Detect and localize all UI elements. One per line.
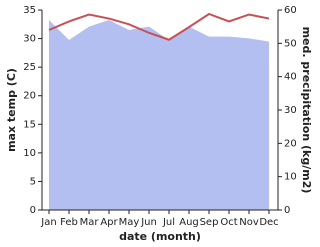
x-tick-label: Sep xyxy=(200,217,219,228)
y-tick-label: 10 xyxy=(23,148,36,159)
y-tick-label: 35 xyxy=(23,5,36,16)
y-tick-label: 0 xyxy=(30,205,36,216)
y-tick-label: 5 xyxy=(30,176,36,187)
area xyxy=(49,20,269,210)
x-tick-label: Dec xyxy=(259,217,278,228)
y2-tick-label: 40 xyxy=(284,72,297,83)
y-tick-label: 20 xyxy=(23,91,36,102)
x-tick-label: Aug xyxy=(179,217,199,228)
x-tick-label: Jan xyxy=(40,217,56,228)
line xyxy=(48,12,270,41)
x-tick-label: Jun xyxy=(140,217,157,228)
y2-tick-label: 0 xyxy=(284,205,290,216)
x-axis-label: date (month) xyxy=(119,230,201,243)
y2-tick-label: 60 xyxy=(284,5,297,16)
x-tick-label: Feb xyxy=(60,217,78,228)
x-tick-label: Jul xyxy=(162,217,175,228)
x-tick-label: Oct xyxy=(220,217,237,228)
y2-tick-label: 50 xyxy=(284,38,297,49)
y-axis-label: max temp (C) xyxy=(5,68,18,152)
y2-axis-label: med. precipitation (kg/m2) xyxy=(300,27,313,194)
y2-tick-label: 20 xyxy=(284,138,297,149)
y-tick-label: 25 xyxy=(23,62,36,73)
y-tick-label: 15 xyxy=(23,119,36,130)
x-tick-label: Mar xyxy=(80,217,100,228)
x-tick-label: Nov xyxy=(239,217,259,228)
y2-tick-label: 30 xyxy=(284,105,297,116)
x-tick-label: Apr xyxy=(100,217,118,228)
y2-tick-label: 10 xyxy=(284,172,297,183)
y-tick-label: 30 xyxy=(23,34,36,45)
x-tick-label: May xyxy=(119,217,140,228)
